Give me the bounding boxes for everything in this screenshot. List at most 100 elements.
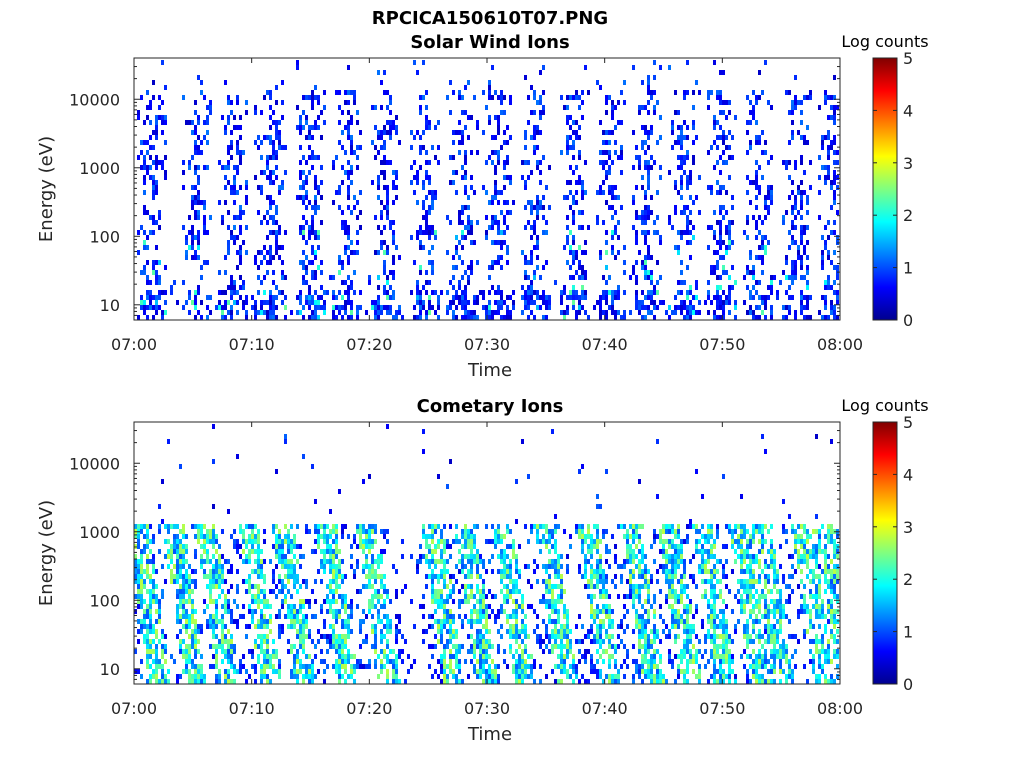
heatmap-cell <box>347 185 350 190</box>
heatmap-cell <box>416 300 419 305</box>
heatmap-cell <box>191 240 194 245</box>
heatmap-cell <box>227 599 230 604</box>
heatmap-cell <box>443 654 446 659</box>
heatmap-cell <box>215 549 218 554</box>
heatmap-cell <box>275 125 278 130</box>
heatmap-cell <box>362 639 365 644</box>
heatmap-cell <box>338 310 341 315</box>
heatmap-cell <box>680 135 683 140</box>
heatmap-cell <box>521 175 524 180</box>
heatmap-cell <box>305 175 308 180</box>
heatmap-cell <box>485 235 488 240</box>
heatmap-cell <box>290 310 293 315</box>
heatmap-cell <box>284 170 287 175</box>
heatmap-cell <box>182 554 185 559</box>
heatmap-cell <box>572 250 575 255</box>
heatmap-cell <box>317 524 320 529</box>
heatmap-cell <box>569 95 572 100</box>
heatmap-cell <box>320 295 323 300</box>
heatmap-cell <box>713 125 716 130</box>
heatmap-cell <box>386 245 389 250</box>
heatmap-cell <box>833 190 836 195</box>
heatmap-cell <box>395 654 398 659</box>
heatmap-cell <box>149 280 152 285</box>
heatmap-cell <box>329 534 332 539</box>
heatmap-cell <box>482 579 485 584</box>
heatmap-cell <box>260 305 263 310</box>
heatmap-cell <box>395 614 398 619</box>
heatmap-cell <box>518 679 521 684</box>
heatmap-cell <box>485 524 488 529</box>
heatmap-cell <box>230 110 233 115</box>
heatmap-cell <box>464 155 467 160</box>
heatmap-cell <box>437 594 440 599</box>
heatmap-cell <box>155 120 158 125</box>
heatmap-cell <box>278 609 281 614</box>
heatmap-cell <box>539 305 542 310</box>
heatmap-cell <box>563 285 566 290</box>
heatmap-cell <box>761 240 764 245</box>
heatmap-cell <box>299 604 302 609</box>
heatmap-cell <box>440 539 443 544</box>
heatmap-cell <box>692 225 695 230</box>
heatmap-cell <box>197 230 200 235</box>
heatmap-cell <box>254 569 257 574</box>
heatmap-cell <box>191 185 194 190</box>
heatmap-cell <box>431 599 434 604</box>
heatmap-cell <box>209 644 212 649</box>
heatmap-cell <box>653 230 656 235</box>
heatmap-cell <box>587 679 590 684</box>
heatmap-cell <box>659 135 662 140</box>
heatmap-cell <box>482 639 485 644</box>
heatmap-cell <box>296 574 299 579</box>
heatmap-cell <box>467 574 470 579</box>
heatmap-cell <box>500 549 503 554</box>
heatmap-cell <box>140 674 143 679</box>
heatmap-cell <box>347 300 350 305</box>
heatmap-cell <box>806 255 809 260</box>
heatmap-cell <box>323 534 326 539</box>
heatmap-cell <box>320 135 323 140</box>
heatmap-cell <box>560 150 563 155</box>
heatmap-cell <box>314 275 317 280</box>
heatmap-cell <box>479 639 482 644</box>
heatmap-cell <box>479 619 482 624</box>
heatmap-cell <box>572 235 575 240</box>
heatmap-cell <box>266 664 269 669</box>
heatmap-cell <box>221 629 224 634</box>
heatmap-cell <box>353 270 356 275</box>
heatmap-cell <box>227 629 230 634</box>
heatmap-cell <box>548 205 551 210</box>
heatmap-cell <box>185 240 188 245</box>
heatmap-cell <box>257 265 260 270</box>
heatmap-cell <box>323 524 326 529</box>
heatmap-cell <box>482 290 485 295</box>
heatmap-cell <box>806 265 809 270</box>
heatmap-cell <box>500 300 503 305</box>
heatmap-cell <box>278 120 281 125</box>
heatmap-cell <box>548 599 551 604</box>
heatmap-cell <box>554 624 557 629</box>
heatmap-cell <box>266 644 269 649</box>
heatmap-cell <box>503 574 506 579</box>
heatmap-cell <box>323 529 326 534</box>
heatmap-cell <box>422 285 425 290</box>
heatmap-cell <box>194 669 197 674</box>
heatmap-cell <box>428 210 431 215</box>
heatmap-cell <box>464 235 467 240</box>
heatmap-cell <box>254 255 257 260</box>
heatmap-cell <box>614 150 617 155</box>
heatmap-cell <box>326 549 329 554</box>
heatmap-cell <box>365 664 368 669</box>
heatmap-cell <box>245 200 248 205</box>
heatmap-cell <box>725 160 728 165</box>
heatmap-cell <box>239 205 242 210</box>
heatmap-cell <box>194 639 197 644</box>
heatmap-cell <box>788 175 791 180</box>
heatmap-cell <box>395 664 398 669</box>
heatmap-cell <box>194 664 197 669</box>
heatmap-cell <box>494 594 497 599</box>
heatmap-cell <box>200 544 203 549</box>
heatmap-cell <box>164 115 167 120</box>
heatmap-cell <box>152 230 155 235</box>
